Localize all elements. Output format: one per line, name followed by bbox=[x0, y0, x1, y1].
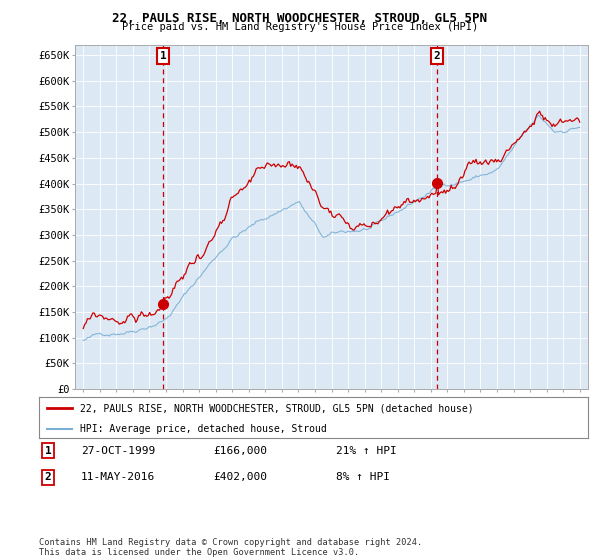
Text: 11-MAY-2016: 11-MAY-2016 bbox=[81, 472, 155, 482]
Text: 22, PAULS RISE, NORTH WOODCHESTER, STROUD, GL5 5PN: 22, PAULS RISE, NORTH WOODCHESTER, STROU… bbox=[113, 12, 487, 25]
Text: 8% ↑ HPI: 8% ↑ HPI bbox=[336, 472, 390, 482]
Text: 2: 2 bbox=[434, 51, 440, 61]
Text: Price paid vs. HM Land Registry's House Price Index (HPI): Price paid vs. HM Land Registry's House … bbox=[122, 22, 478, 32]
Text: 21% ↑ HPI: 21% ↑ HPI bbox=[336, 446, 397, 456]
Text: 22, PAULS RISE, NORTH WOODCHESTER, STROUD, GL5 5PN (detached house): 22, PAULS RISE, NORTH WOODCHESTER, STROU… bbox=[80, 404, 474, 413]
Text: 1: 1 bbox=[44, 446, 52, 456]
Text: HPI: Average price, detached house, Stroud: HPI: Average price, detached house, Stro… bbox=[80, 424, 327, 434]
Text: £402,000: £402,000 bbox=[213, 472, 267, 482]
Text: £166,000: £166,000 bbox=[213, 446, 267, 456]
Text: 27-OCT-1999: 27-OCT-1999 bbox=[81, 446, 155, 456]
Text: 2: 2 bbox=[44, 472, 52, 482]
Text: Contains HM Land Registry data © Crown copyright and database right 2024.
This d: Contains HM Land Registry data © Crown c… bbox=[39, 538, 422, 557]
Text: 1: 1 bbox=[160, 51, 167, 61]
